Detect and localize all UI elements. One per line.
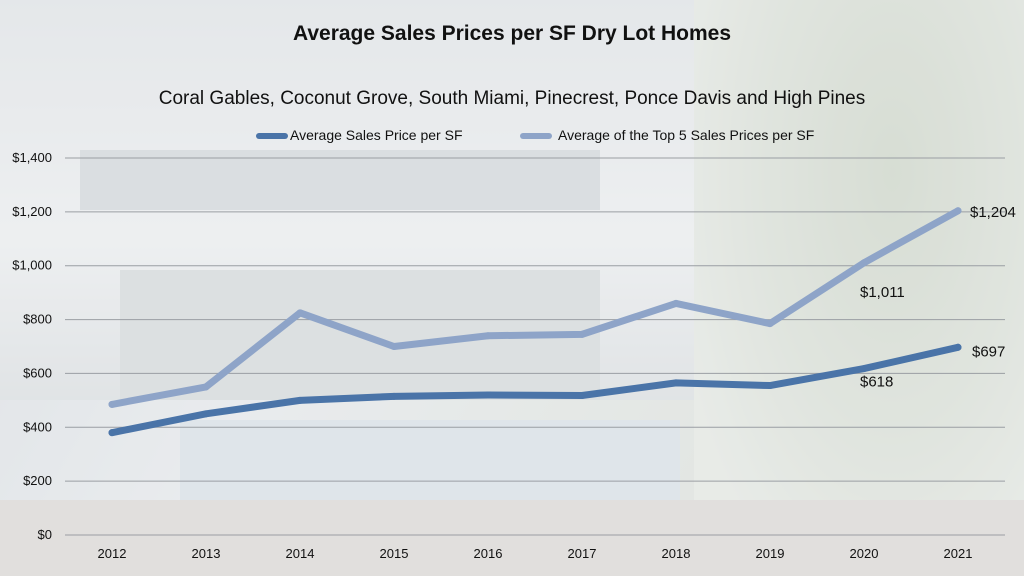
data-point [860,365,868,373]
data-point [672,299,680,307]
data-label: $618 [860,374,893,391]
y-tick-label: $0 [38,527,52,542]
legend-swatch-average [256,133,288,139]
data-point [296,396,304,404]
x-tick-label: 2014 [286,546,315,561]
legend-label-top5: Average of the Top 5 Sales Prices per SF [558,127,815,143]
data-point [672,379,680,387]
data-point [954,343,962,351]
data-point [766,320,774,328]
data-point [484,391,492,399]
data-point [484,332,492,340]
series-line-top5 [108,207,962,408]
y-tick-label: $800 [23,312,52,327]
y-tick-label: $1,000 [12,258,52,273]
legend-swatch-top5 [520,133,552,139]
y-tick-label: $400 [23,419,52,434]
data-point [296,309,304,317]
x-tick-label: 2017 [568,546,597,561]
x-tick-label: 2012 [98,546,127,561]
data-point [766,382,774,390]
legend-label-average: Average Sales Price per SF [290,127,463,143]
data-point [390,392,398,400]
x-tick-label: 2019 [756,546,785,561]
y-axis-ticks: $0 $200 $400 $600 $800 $1,000 $1,200 $1,400 [12,150,52,542]
data-point [954,207,962,215]
data-point [578,392,586,400]
x-tick-label: 2015 [380,546,409,561]
data-point [202,383,210,391]
data-point [578,330,586,338]
y-tick-label: $200 [23,473,52,488]
y-tick-label: $1,200 [12,204,52,219]
x-tick-label: 2016 [474,546,503,561]
data-point [108,429,116,437]
x-axis-ticks: 2012 2013 2014 2015 2016 2017 2018 2019 2020 2021 [98,546,973,561]
x-tick-label: 2018 [662,546,691,561]
chart-subtitle: Coral Gables, Coconut Grove, South Miami… [158,88,866,109]
series-line-average [108,343,962,437]
series-lines [108,207,962,437]
data-label: $1,204 [970,204,1016,221]
x-tick-label: 2020 [850,546,879,561]
chart-title: Average Sales Prices per SF Dry Lot Home… [292,22,732,45]
chart-legend: Average Sales Price per SF Average of th… [0,127,1024,149]
grid-lines [65,157,1005,536]
data-point [108,400,116,408]
y-tick-label: $600 [23,365,52,380]
x-tick-label: 2021 [944,546,973,561]
y-tick-label: $1,400 [12,150,52,165]
data-point [202,410,210,418]
data-label: $697 [972,343,1005,360]
data-point [390,343,398,350]
data-label: $1,011 [860,284,905,301]
x-tick-label: 2013 [192,546,221,561]
data-point [860,259,868,267]
data-labels: $618 $697 $1,011 $1,204 [860,204,1016,391]
